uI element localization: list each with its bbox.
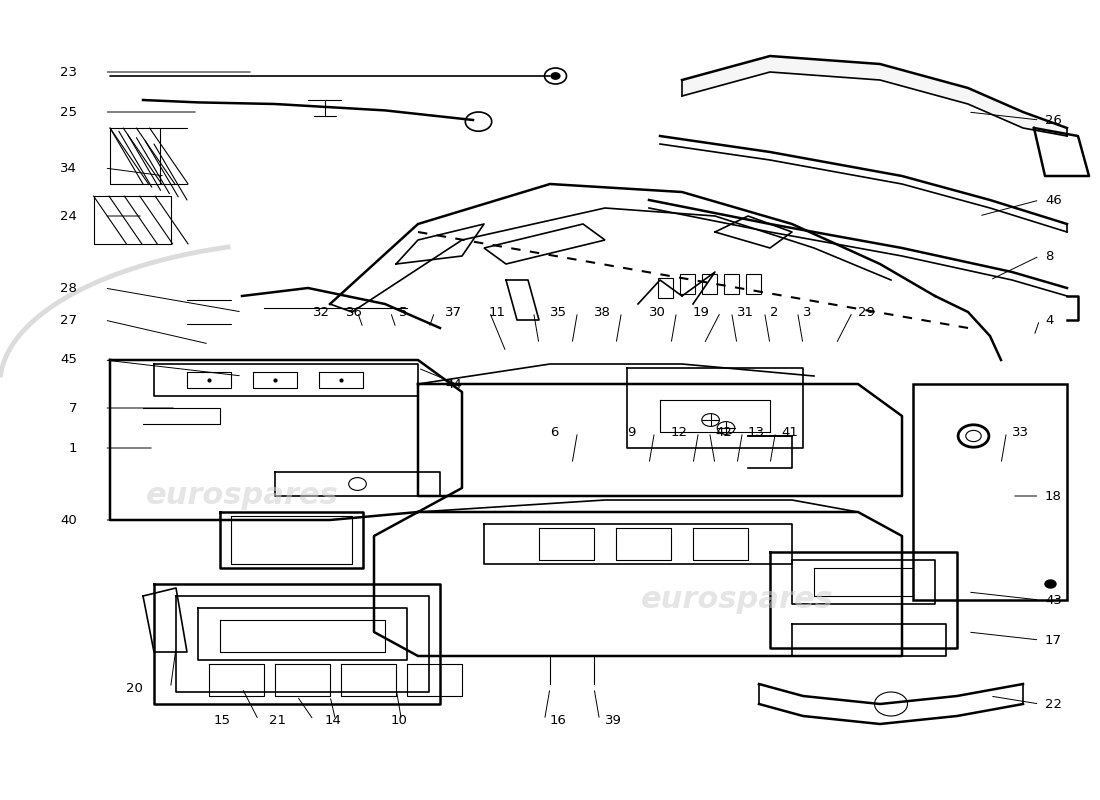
Text: 21: 21 xyxy=(270,714,286,726)
Bar xyxy=(680,274,695,294)
Text: 23: 23 xyxy=(60,66,77,78)
Text: 39: 39 xyxy=(605,714,621,726)
Text: 7: 7 xyxy=(68,402,77,414)
Circle shape xyxy=(551,73,560,79)
Text: 32: 32 xyxy=(314,306,330,318)
Text: 41: 41 xyxy=(781,426,798,438)
Text: 5: 5 xyxy=(398,306,407,318)
Text: 2: 2 xyxy=(770,306,779,318)
Text: 16: 16 xyxy=(550,714,566,726)
Text: 42: 42 xyxy=(715,426,732,438)
Text: 37: 37 xyxy=(446,306,462,318)
Bar xyxy=(702,274,717,294)
Text: 3: 3 xyxy=(803,306,812,318)
Circle shape xyxy=(1045,580,1056,588)
Text: 17: 17 xyxy=(1045,634,1062,646)
Text: 1: 1 xyxy=(68,442,77,454)
Text: 8: 8 xyxy=(1045,250,1054,262)
Text: 10: 10 xyxy=(390,714,407,726)
Text: 40: 40 xyxy=(60,514,77,526)
Text: 33: 33 xyxy=(1012,426,1028,438)
Text: 46: 46 xyxy=(1045,194,1062,206)
Text: 4: 4 xyxy=(1045,314,1054,326)
Text: 35: 35 xyxy=(550,306,566,318)
Text: 22: 22 xyxy=(1045,698,1062,710)
Text: 30: 30 xyxy=(649,306,666,318)
Text: 18: 18 xyxy=(1045,490,1062,502)
Text: 36: 36 xyxy=(346,306,363,318)
Text: 13: 13 xyxy=(748,426,764,438)
Text: 26: 26 xyxy=(1045,114,1062,126)
Bar xyxy=(658,278,673,298)
Text: 24: 24 xyxy=(60,210,77,222)
Text: 11: 11 xyxy=(490,306,506,318)
Text: 6: 6 xyxy=(550,426,559,438)
Text: 19: 19 xyxy=(693,306,710,318)
Text: 44: 44 xyxy=(446,378,462,390)
Text: eurospares: eurospares xyxy=(145,482,339,510)
Text: 43: 43 xyxy=(1045,594,1062,606)
Text: 28: 28 xyxy=(60,282,77,294)
Bar xyxy=(746,274,761,294)
Text: 14: 14 xyxy=(324,714,341,726)
Text: 45: 45 xyxy=(60,354,77,366)
Bar xyxy=(724,274,739,294)
Text: 9: 9 xyxy=(627,426,636,438)
Text: 38: 38 xyxy=(594,306,610,318)
Text: 25: 25 xyxy=(60,106,77,118)
Text: 27: 27 xyxy=(60,314,77,326)
Text: 34: 34 xyxy=(60,162,77,174)
Text: 31: 31 xyxy=(737,306,754,318)
Text: 15: 15 xyxy=(214,714,231,726)
Text: eurospares: eurospares xyxy=(640,586,834,614)
Text: 20: 20 xyxy=(126,682,143,694)
Text: 29: 29 xyxy=(858,306,874,318)
Text: 12: 12 xyxy=(671,426,688,438)
